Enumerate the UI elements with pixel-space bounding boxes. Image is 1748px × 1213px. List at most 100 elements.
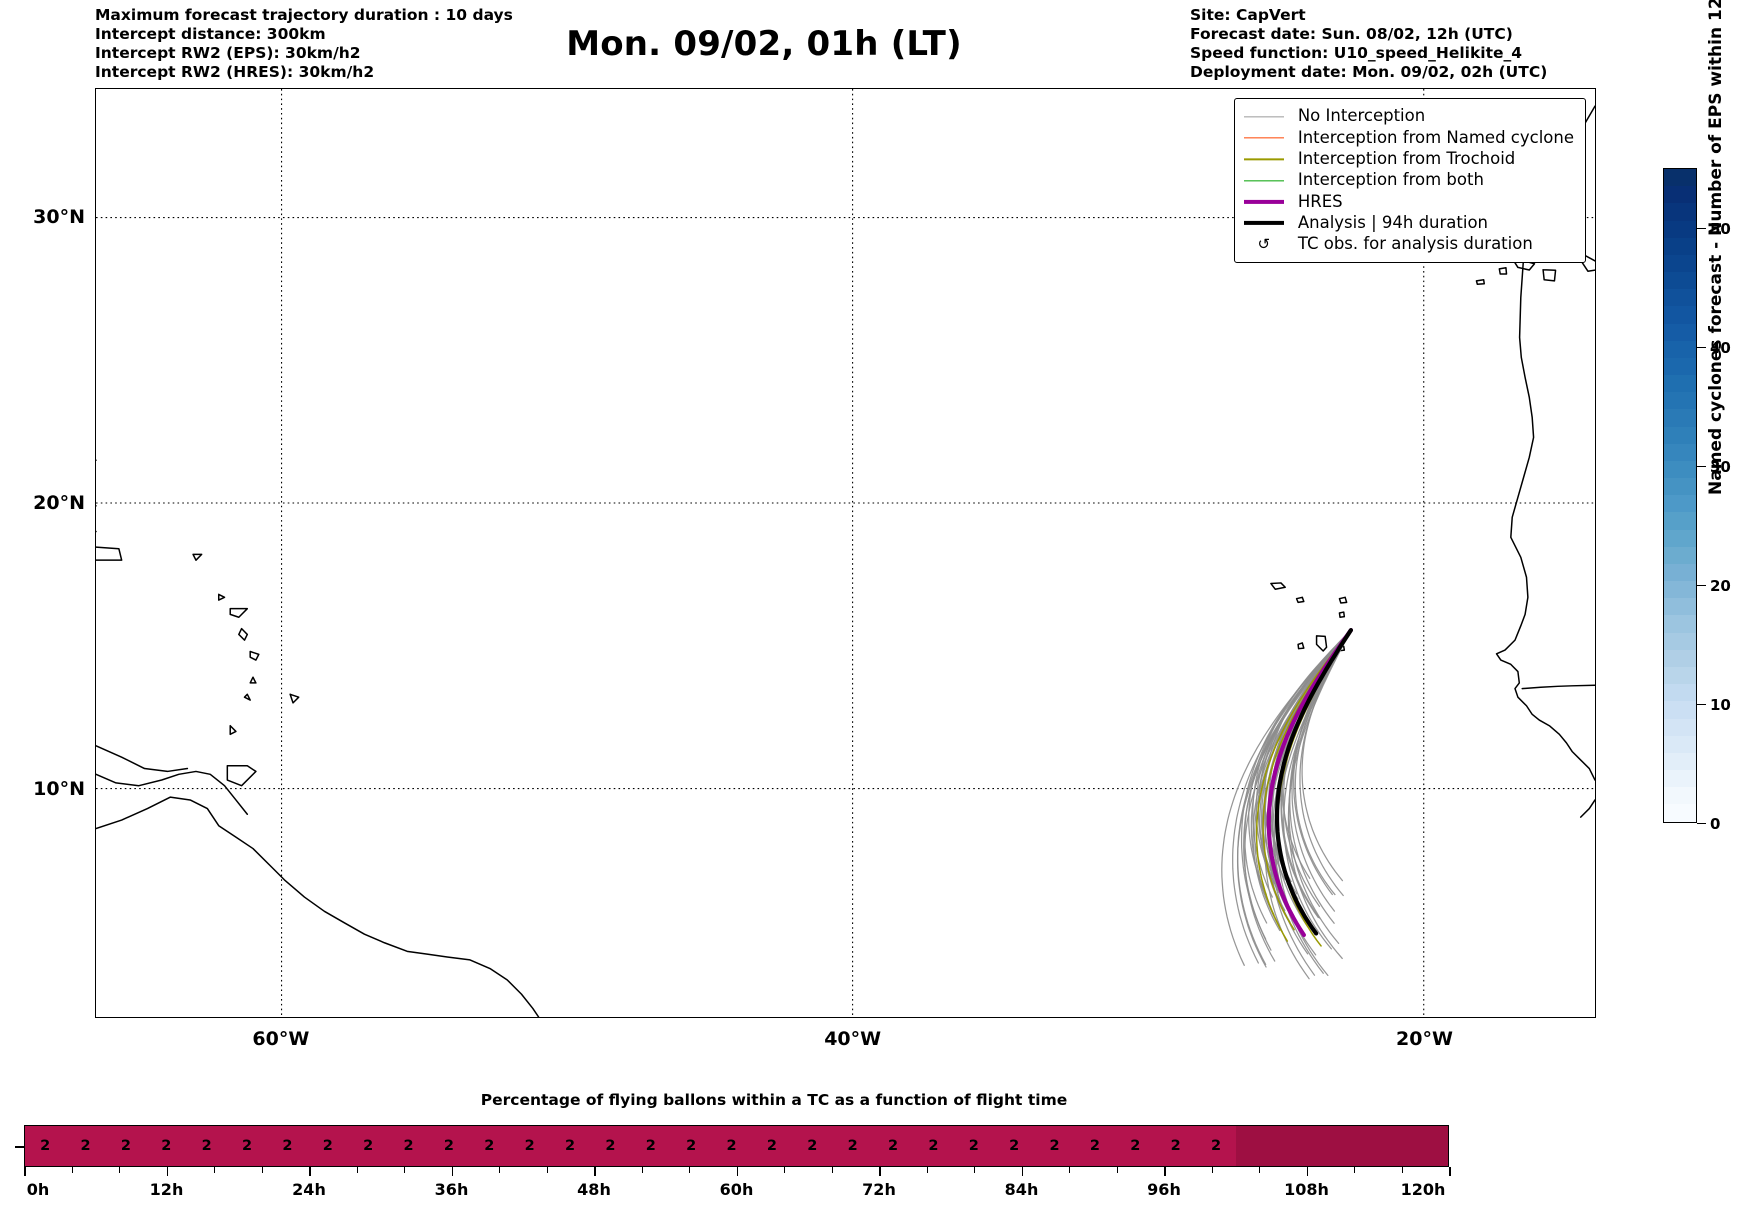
percentage-bar-minor-tick	[831, 1167, 833, 1173]
percentage-bar-y-tick	[15, 1146, 24, 1148]
colorbar-tick-label: 50	[1710, 219, 1731, 238]
percentage-bar-tick	[736, 1167, 738, 1176]
legend-swatch-line-icon	[1243, 152, 1284, 166]
coastline-segment	[1297, 642, 1305, 650]
legend-label-1: Interception from Named cyclone	[1297, 127, 1574, 147]
colorbar-step	[1664, 426, 1696, 444]
coastline-segment	[289, 693, 300, 704]
percentage-bar-tick	[879, 1167, 881, 1176]
percentage-bar-minor-tick	[1069, 1167, 1071, 1173]
percentage-bar-tick	[1021, 1167, 1023, 1176]
colorbar-step	[1664, 340, 1696, 358]
map-y-tick-label: 30°N	[33, 205, 85, 228]
percentage-bar-value: 2	[1049, 1138, 1060, 1154]
legend-swatch-line-icon	[1243, 216, 1284, 230]
colorbar-step	[1664, 512, 1696, 530]
percentage-bar-tick-label: 48h	[577, 1180, 611, 1199]
percentage-bar-value: 2	[322, 1138, 333, 1154]
colorbar: 0 10 20 30 40 50	[1663, 168, 1731, 833]
percentage-bar-tick-label: 96h	[1147, 1180, 1181, 1199]
legend-label-6: TC obs. for analysis duration	[1297, 234, 1533, 254]
colorbar-step	[1664, 254, 1696, 273]
percentage-bar-tick-label: 24h	[292, 1180, 326, 1199]
colorbar-step	[1664, 306, 1696, 324]
percentage-bar-value: 2	[1130, 1138, 1141, 1154]
colorbar-step	[1664, 598, 1696, 616]
percentage-bar-tick	[1164, 1167, 1166, 1176]
percentage-bar-minor-tick	[1116, 1167, 1118, 1173]
colorbar-step	[1664, 186, 1696, 204]
header-right-line-0: Site: CapVert	[1190, 6, 1306, 24]
percentage-bar-minor-tick	[974, 1167, 976, 1173]
map-y-tick-label: 20°N	[33, 491, 85, 514]
legend-item-trochoid: Interception from Trochoid	[1243, 148, 1574, 170]
trajectory-line	[1221, 629, 1352, 966]
map-svg: ↺↺↺↺	[96, 89, 1595, 1017]
colorbar-tick-label: 40	[1710, 338, 1731, 357]
percentage-bar-value: 2	[201, 1138, 212, 1154]
legend-label-4: HRES	[1297, 191, 1343, 211]
header-right-line-1: Forecast date: Sun. 08/02, 12h (UTC)	[1190, 25, 1513, 43]
trajectory-line	[1283, 629, 1352, 950]
percentage-bar-minor-tick	[784, 1167, 786, 1173]
legend-item-named-cyclone: Interception from Named cyclone	[1243, 127, 1574, 148]
coastline-segment	[249, 676, 257, 684]
percentage-bar-minor-tick	[261, 1167, 263, 1173]
coastline-segment	[1579, 799, 1595, 818]
percentage-bar-minor-tick	[926, 1167, 928, 1173]
percentage-bar-value: 2	[888, 1138, 899, 1154]
coastline-segment	[96, 796, 540, 1017]
percentage-bar-value: 2	[161, 1138, 172, 1154]
colorbar-step	[1664, 615, 1696, 633]
coastline-segment	[1295, 596, 1305, 604]
map-x-tick-label: 40°W	[824, 1028, 882, 1050]
percentage-bar-title: Percentage of flying ballons within a TC…	[0, 1091, 1748, 1109]
colorbar-step	[1664, 203, 1696, 221]
colorbar-tick-label: 10	[1710, 695, 1731, 714]
colorbar-tick	[1697, 823, 1706, 825]
legend-label-3: Interception from both	[1297, 170, 1484, 190]
percentage-bar-tick-label: 36h	[434, 1180, 469, 1199]
map-x-tick-label: 60°W	[252, 1028, 310, 1050]
colorbar-tick	[1697, 465, 1706, 468]
percentage-bar-value: 2	[524, 1138, 535, 1154]
coastline-segment	[1270, 582, 1286, 590]
percentage-bar-value: 2	[847, 1138, 858, 1154]
colorbar-step	[1664, 581, 1696, 599]
percentage-bar-value: 2	[80, 1138, 91, 1154]
trajectory-line	[1255, 629, 1352, 942]
colorbar-step	[1664, 409, 1696, 427]
colorbar-tick-label: 20	[1710, 576, 1731, 595]
colorbar-gradient	[1663, 168, 1697, 823]
percentage-bar-tick	[451, 1167, 453, 1176]
percentage-bar-fill-primary	[25, 1126, 1237, 1166]
map-x-tick-label: 20°W	[1396, 1028, 1453, 1050]
percentage-bar-fill-secondary	[1236, 1126, 1448, 1166]
trajectory-line	[1266, 628, 1354, 938]
coastline-segment	[217, 593, 226, 601]
colorbar-tick	[1697, 227, 1706, 229]
percentage-bar-value: 2	[686, 1138, 697, 1154]
percentage-bar-tick-label: 0h	[26, 1180, 50, 1199]
percentage-bar-title-text: Percentage of flying ballons within a TC…	[480, 1091, 1068, 1109]
coastline-segment	[1542, 268, 1557, 282]
percentage-bar-minor-tick	[689, 1167, 691, 1173]
legend-swatch-line-icon	[1243, 110, 1284, 124]
percentage-bar-minor-tick	[214, 1167, 216, 1173]
percentage-bar-minor-tick	[1259, 1167, 1261, 1173]
percentage-bar-tick-label: 108h	[1284, 1180, 1329, 1199]
colorbar-step	[1664, 478, 1696, 496]
coastline-segment	[96, 745, 189, 773]
header-right-info: Site: CapVert Forecast date: Sun. 08/02,…	[1190, 6, 1610, 82]
coastline-segment	[238, 627, 249, 641]
percentage-bar-value: 2	[605, 1138, 616, 1154]
colorbar-axis-label: Named cyclones forecast - Number of EPS …	[1706, 0, 1726, 495]
coastline-segment	[229, 724, 237, 736]
coastline-segment	[1338, 611, 1346, 619]
colorbar-step	[1664, 666, 1696, 685]
percentage-bar-value: 2	[645, 1138, 656, 1154]
colorbar-step	[1664, 237, 1696, 255]
legend-label-2: Interception from Trochoid	[1297, 148, 1516, 168]
map-legend[interactable]: No Interception Interception from Named …	[1233, 98, 1586, 264]
legend-item-tc-obs: ↺ TC obs. for analysis duration	[1244, 234, 1574, 255]
